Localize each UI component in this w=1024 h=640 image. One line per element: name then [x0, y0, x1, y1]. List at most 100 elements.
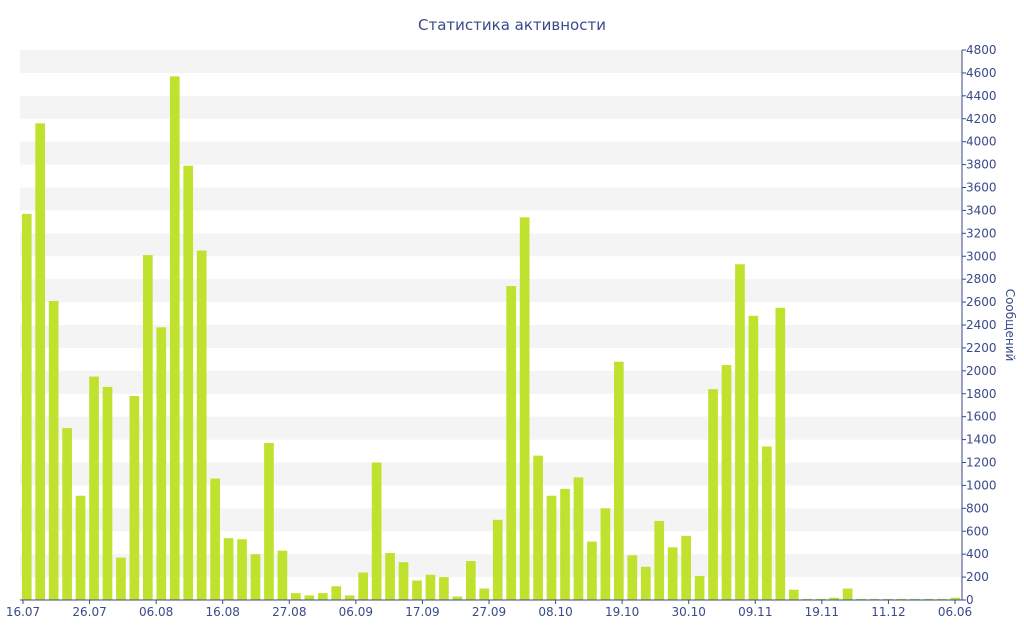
- y-tick-label: 2200: [966, 341, 997, 355]
- x-tick-label: 11.12: [871, 605, 905, 619]
- x-tick-label: 17.09: [405, 605, 439, 619]
- bar: [237, 539, 247, 600]
- x-tick-label: 27.09: [472, 605, 506, 619]
- bar: [869, 598, 880, 600]
- grid-band: [20, 95, 962, 119]
- bar: [883, 598, 893, 600]
- bar: [627, 555, 638, 600]
- bar: [465, 561, 476, 600]
- bar: [89, 376, 99, 600]
- y-tick-label: 1800: [966, 387, 997, 401]
- y-tick-label: 4800: [966, 43, 997, 57]
- x-tick-label: 06.08: [139, 605, 173, 619]
- grid-band: [20, 141, 962, 165]
- bar: [533, 455, 543, 601]
- bar: [102, 386, 113, 601]
- grid-band: [20, 325, 962, 348]
- y-tick-label: 200: [966, 570, 989, 584]
- bar: [62, 428, 72, 601]
- x-tick-label: 27.08: [272, 605, 306, 619]
- bar: [775, 307, 786, 600]
- bar: [587, 541, 597, 600]
- y-tick-label: 1200: [966, 456, 997, 470]
- grid-band: [20, 50, 962, 73]
- y-tick-label: 0: [966, 593, 974, 607]
- y-tick-label: 1400: [966, 433, 997, 447]
- bar: [815, 598, 826, 600]
- bar: [371, 462, 382, 600]
- bar: [264, 443, 274, 600]
- bar: [291, 593, 301, 601]
- bar: [385, 553, 395, 600]
- bar: [506, 286, 517, 600]
- bar: [358, 572, 368, 600]
- bar: [546, 495, 557, 600]
- bar: [143, 255, 153, 600]
- y-axis-label: Сообщений: [1003, 289, 1017, 362]
- bar: [923, 598, 934, 600]
- bar: [196, 250, 207, 600]
- bar: [223, 538, 234, 601]
- y-tick-label: 1000: [966, 478, 997, 492]
- y-tick-label: 3200: [966, 226, 997, 240]
- bar: [210, 478, 220, 600]
- bar: [842, 588, 853, 600]
- y-tick-label: 2800: [966, 272, 997, 286]
- y-tick-label: 3600: [966, 181, 997, 195]
- bar: [910, 598, 920, 600]
- x-tick-label: 26.07: [72, 605, 106, 619]
- bar: [129, 396, 140, 600]
- bar: [600, 508, 611, 600]
- y-tick-label: 4400: [966, 89, 997, 103]
- grid-band: [20, 279, 962, 303]
- y-tick-label: 4600: [966, 66, 997, 80]
- bar: [681, 535, 691, 600]
- bar: [492, 519, 503, 600]
- x-tick-label: 19.11: [805, 605, 839, 619]
- bar: [788, 589, 799, 600]
- bar: [721, 365, 732, 600]
- bar: [344, 595, 355, 600]
- bar: [573, 477, 584, 600]
- y-tick-label: 3800: [966, 158, 997, 172]
- bar: [452, 596, 463, 600]
- bar: [277, 550, 288, 600]
- x-tick-label: 06.06: [938, 605, 972, 619]
- grid-bands: [20, 50, 962, 578]
- y-tick-label: 800: [966, 501, 989, 515]
- bar: [439, 577, 449, 600]
- bar: [735, 264, 745, 600]
- y-tick-label: 4000: [966, 135, 997, 149]
- y-axis-ticks: 0 200 400 600 800 1000 1200 1400 1600 1800 2000 220…: [962, 43, 997, 607]
- bar: [425, 574, 436, 600]
- bar: [654, 520, 665, 600]
- y-tick-label: 4200: [966, 112, 997, 126]
- y-tick-label: 3000: [966, 249, 997, 263]
- bar: [802, 598, 813, 600]
- bar: [75, 495, 86, 600]
- bar: [412, 580, 422, 600]
- bar: [35, 123, 46, 600]
- bar: [21, 213, 32, 600]
- y-tick-label: 400: [966, 547, 989, 561]
- bar: [304, 595, 315, 600]
- x-tick-label: 16.08: [206, 605, 240, 619]
- grid-band: [20, 187, 962, 211]
- bar-series: [21, 76, 961, 601]
- bar: [614, 361, 624, 600]
- bar: [748, 315, 759, 600]
- bar: [829, 597, 839, 600]
- bar: [519, 217, 530, 601]
- x-tick-label: 08.10: [538, 605, 572, 619]
- x-tick-label: 16.07: [6, 605, 40, 619]
- y-tick-label: 2400: [966, 318, 997, 332]
- y-tick-label: 2600: [966, 295, 997, 309]
- x-axis-ticks: 16.07 26.07 06.08 16.08 27.08 06.09 17.09 27.09…: [6, 600, 972, 619]
- bar: [856, 598, 866, 600]
- bar: [317, 593, 328, 601]
- bar: [640, 566, 651, 600]
- bar: [667, 547, 678, 600]
- bar: [398, 562, 409, 600]
